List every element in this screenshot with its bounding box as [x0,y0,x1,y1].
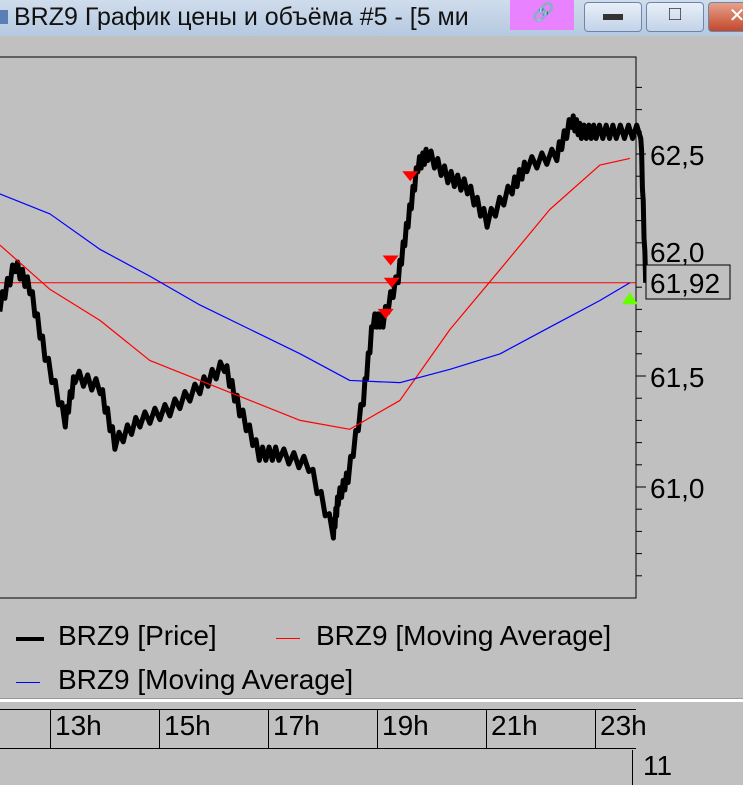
minimize-icon: ▬ [603,3,623,25]
maximize-button[interactable]: □ [646,2,704,32]
close-button[interactable]: ✕ [708,2,743,32]
y-tick-label: 61,5 [650,362,705,393]
x-tick-label: 17h [268,710,320,748]
sell-marker [383,277,400,288]
sell-marker [377,308,394,319]
y-tick-label: 61,0 [650,473,705,504]
x-tick-label: 19h [377,710,429,748]
legend-ma-red: BRZ9 [Moving Average] [316,620,612,651]
link-icon: 🔗 [532,2,555,22]
time-axis-bottom [0,748,636,749]
price-chart[interactable]: 61,0 61,5 62,0 62,5 61,92 [0,0,743,610]
legend-ma-blue-swatch [16,682,40,683]
buy-marker [621,292,638,305]
divider [0,698,743,702]
y-tick-label: 62,0 [650,237,705,268]
price-series [0,113,649,541]
x-tick-label: 21h [486,710,538,748]
maximize-icon: □ [668,3,682,25]
x-tick-label: 23h [595,710,647,748]
sell-marker [402,171,419,182]
legend-ma-red-swatch [276,638,300,639]
window-title: BRZ9 График цены и объёма #5 - [5 ми [14,3,469,31]
bottom-label: 11 [632,750,672,785]
legend-price-swatch [16,637,44,641]
app-icon [0,10,8,24]
minimize-button[interactable]: ▬ [584,2,642,32]
x-tick-label: 13h [50,710,102,748]
time-axis-top [0,709,636,710]
x-tick-label: 15h [159,710,211,748]
moving-average-series-2 [0,193,631,384]
moving-average-series-1 [0,157,631,430]
y-tick-label: 62,5 [650,140,705,171]
sell-marker [382,255,399,266]
last-price-label: 61,92 [650,268,720,299]
link-button[interactable]: 🔗 [510,0,574,30]
title-bar: BRZ9 График цены и объёма #5 - [5 ми 🔗 ▬… [0,0,743,36]
last-price-box [645,264,731,300]
close-icon: ✕ [728,5,743,27]
legend-ma-blue: BRZ9 [Moving Average] [58,664,354,695]
legend-price: BRZ9 [Price] [58,620,217,651]
plot-area [0,56,637,599]
